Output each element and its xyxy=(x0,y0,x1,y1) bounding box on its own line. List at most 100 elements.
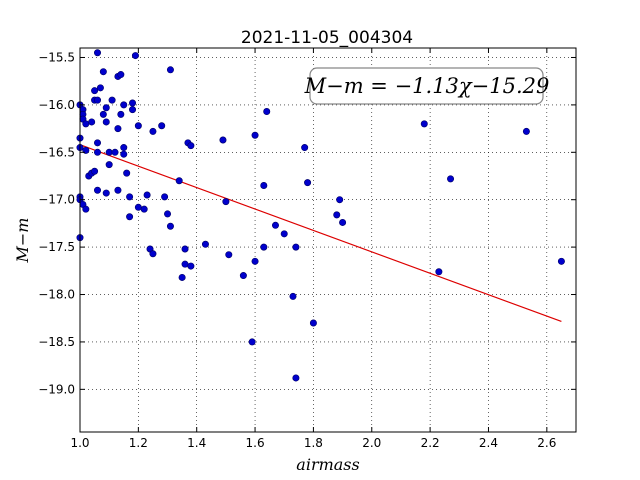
data-point xyxy=(134,203,142,211)
data-point xyxy=(94,139,102,147)
data-point xyxy=(239,272,247,280)
data-point xyxy=(102,189,110,197)
data-point xyxy=(260,243,268,251)
data-point xyxy=(251,257,259,265)
data-point xyxy=(175,177,183,185)
x-tick-label: 2.6 xyxy=(537,436,556,450)
data-point xyxy=(117,71,125,79)
chart-title: 2021-11-05_004304 xyxy=(241,28,413,48)
data-point xyxy=(149,250,157,258)
data-point xyxy=(420,120,428,128)
data-point xyxy=(111,148,119,156)
data-point xyxy=(201,240,209,248)
data-point xyxy=(251,131,259,139)
data-point xyxy=(108,96,116,104)
data-point xyxy=(166,66,174,74)
data-point xyxy=(187,262,195,270)
data-point xyxy=(129,99,137,107)
y-tick-label: −16.5 xyxy=(38,145,75,159)
data-point xyxy=(161,193,169,201)
y-tick-label: −17.0 xyxy=(38,193,75,207)
data-point xyxy=(94,148,102,156)
x-tick-label: 1.0 xyxy=(70,436,89,450)
y-tick-label: −18.0 xyxy=(38,288,75,302)
data-point xyxy=(219,136,227,144)
data-point xyxy=(166,222,174,230)
data-point xyxy=(248,338,256,346)
data-point xyxy=(105,148,113,156)
data-point xyxy=(447,175,455,183)
data-point xyxy=(120,150,128,158)
x-tick-label: 1.6 xyxy=(246,436,265,450)
y-tick-label: −19.0 xyxy=(38,382,75,396)
fit-equation-text: M−m = −1.13χ−15.29 xyxy=(304,74,550,98)
data-point xyxy=(280,230,288,238)
x-tick-label: 1.4 xyxy=(187,436,206,450)
y-axis-label: M−m xyxy=(13,218,32,264)
y-tick-label: −18.5 xyxy=(38,335,75,349)
data-point xyxy=(158,122,166,130)
data-point xyxy=(336,196,344,204)
data-point xyxy=(557,257,565,265)
data-point xyxy=(271,221,279,229)
grid-lines xyxy=(79,48,576,432)
x-tick-label: 1.2 xyxy=(129,436,148,450)
data-point xyxy=(134,122,142,130)
x-tick-label: 2.0 xyxy=(362,436,381,450)
data-point xyxy=(143,191,151,199)
data-point xyxy=(301,144,309,152)
data-point xyxy=(82,120,90,128)
data-point xyxy=(178,273,186,281)
data-point xyxy=(181,245,189,253)
data-point xyxy=(140,205,148,213)
data-point xyxy=(292,374,300,382)
y-axis-ticks: −15.5 −16.0 −16.5 −17.0 −17.5 −18.0 −18.5 −19.0 xyxy=(38,50,576,396)
fit-equation-box: M−m = −1.13χ−15.29 xyxy=(304,67,550,105)
data-point xyxy=(292,243,300,251)
data-point xyxy=(102,118,110,126)
data-point xyxy=(99,68,107,76)
fit-line-layer xyxy=(79,144,562,323)
data-point xyxy=(260,181,268,189)
data-point xyxy=(114,125,122,133)
data-point xyxy=(105,161,113,169)
data-point xyxy=(225,251,233,259)
fit-equation-frame xyxy=(309,67,544,105)
data-point xyxy=(129,106,137,114)
data-point xyxy=(117,110,125,118)
y-tick-label: −15.5 xyxy=(38,50,75,64)
data-point xyxy=(304,179,312,187)
data-point xyxy=(289,292,297,300)
data-points xyxy=(76,49,565,382)
data-point xyxy=(123,169,131,177)
data-point xyxy=(88,118,96,126)
data-point xyxy=(102,104,110,112)
data-point xyxy=(114,186,122,194)
data-point xyxy=(263,108,271,116)
data-point xyxy=(99,110,107,118)
y-tick-label: −17.5 xyxy=(38,240,75,254)
x-axis-ticks: 1.0 1.2 1.4 1.6 1.8 2.0 2.2 2.4 2.6 xyxy=(70,48,556,450)
data-point xyxy=(333,211,341,219)
data-point xyxy=(120,101,128,109)
data-point xyxy=(91,167,99,175)
data-point xyxy=(339,218,347,226)
y-tick-label: −16.0 xyxy=(38,98,75,112)
data-point xyxy=(522,127,530,135)
x-axis-label: airmass xyxy=(296,455,359,474)
data-point xyxy=(435,268,443,276)
data-point xyxy=(96,84,104,92)
data-point xyxy=(149,127,157,135)
plot-frame xyxy=(79,47,577,433)
x-tick-label: 2.4 xyxy=(479,436,498,450)
x-tick-label: 1.8 xyxy=(304,436,323,450)
data-point xyxy=(82,205,90,213)
data-point xyxy=(131,52,139,60)
data-point xyxy=(126,193,134,201)
data-point xyxy=(91,87,99,95)
data-point xyxy=(94,49,102,57)
data-point xyxy=(94,96,102,104)
fit-line xyxy=(79,144,562,323)
data-point xyxy=(94,186,102,194)
